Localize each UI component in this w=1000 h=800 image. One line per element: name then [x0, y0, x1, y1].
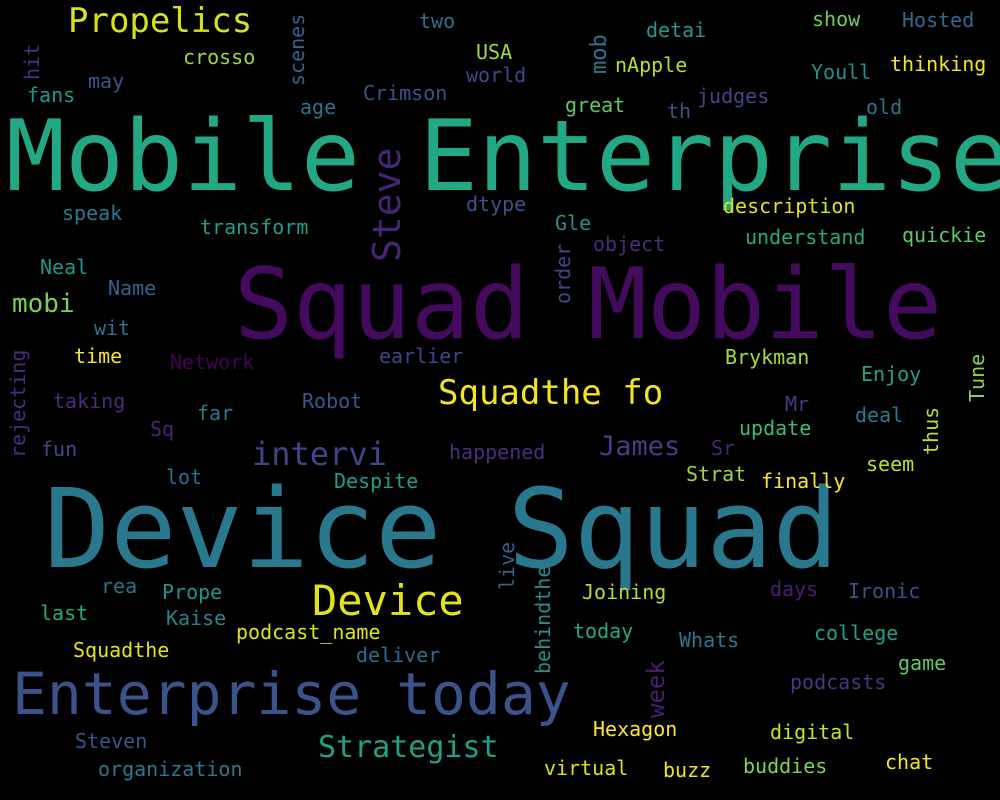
word-neal: Neal	[40, 255, 89, 279]
word-th: th	[667, 99, 692, 123]
word-great: great	[565, 93, 626, 117]
word-propelics: Propelics	[68, 1, 253, 41]
word-deliver: deliver	[356, 643, 441, 667]
word-taking: taking	[53, 389, 126, 413]
word-description: description	[723, 194, 856, 218]
word-james: James	[599, 431, 681, 462]
word-napple: nApple	[615, 53, 688, 77]
word-last: last	[40, 601, 89, 625]
word-order: order	[551, 243, 575, 304]
word-game: game	[898, 651, 947, 675]
word-happened: happened	[449, 440, 546, 464]
word-update: update	[739, 416, 812, 440]
word-mob: mob	[587, 34, 612, 74]
word-hosted: Hosted	[902, 8, 975, 32]
word-thinking: thinking	[890, 52, 987, 76]
word-enjoy: Enjoy	[861, 362, 922, 386]
word-device-squad: Device Squad	[44, 465, 839, 593]
word-organization: organization	[98, 757, 243, 781]
word-prope: Prope	[162, 580, 223, 604]
word-deal: deal	[855, 403, 904, 427]
word-lot: lot	[166, 465, 203, 489]
word-thus: thus	[919, 406, 943, 455]
word-far: far	[197, 401, 234, 425]
word-usa: USA	[476, 40, 513, 64]
word-time: time	[74, 344, 123, 368]
word-name: Name	[108, 276, 157, 300]
word-steven: Steven	[75, 729, 148, 753]
word-speak: speak	[62, 201, 123, 225]
word-steve: Steve	[365, 147, 409, 262]
word-kaise: Kaise	[166, 606, 227, 630]
word-youll: Youll	[811, 60, 872, 84]
word-crimson: Crimson	[363, 81, 448, 105]
word-brykman: Brykman	[725, 345, 810, 369]
word-ironic: Ironic	[848, 579, 921, 603]
word-finally: finally	[761, 469, 846, 493]
word-chat: chat	[885, 750, 934, 774]
word-podcast-name: podcast_name	[236, 620, 381, 644]
word-dtype: dtype	[466, 192, 527, 216]
word-device: Device	[312, 576, 464, 625]
word-detai: detai	[646, 18, 707, 42]
word-today: today	[573, 619, 634, 643]
word-seem: seem	[866, 452, 915, 476]
word-buzz: buzz	[663, 758, 712, 782]
word-understand: understand	[745, 225, 866, 249]
word-network: Network	[170, 350, 255, 374]
word-wit: wit	[94, 316, 131, 340]
word-squad-mobile: Squad Mobile	[234, 248, 943, 362]
word-college: college	[814, 621, 899, 645]
word-transform: transform	[200, 215, 309, 239]
word-scenes: scenes	[285, 13, 309, 86]
word-joining: Joining	[582, 580, 667, 604]
word-crosso: crosso	[183, 45, 256, 69]
word-squadthe-fo: Squadthe fo	[438, 373, 664, 413]
word-buddies: buddies	[743, 754, 828, 778]
word-live: live	[495, 541, 519, 590]
word-rejecting: rejecting	[6, 349, 30, 458]
word-mobi: mobi	[12, 289, 75, 319]
word-virtual: virtual	[544, 756, 629, 780]
word-age: age	[300, 95, 337, 119]
word-robot: Robot	[302, 389, 363, 413]
word-days: days	[770, 577, 819, 601]
word-whats: Whats	[679, 628, 740, 652]
word-world: world	[466, 63, 527, 87]
word-judges: judges	[697, 84, 770, 108]
word-show: show	[812, 7, 861, 31]
word-intervi: intervi	[252, 435, 387, 473]
word-earlier: earlier	[379, 344, 464, 368]
word-week: week	[642, 660, 670, 718]
word-mr: Mr	[785, 392, 810, 416]
word-digital: digital	[770, 720, 855, 744]
word-old: old	[866, 95, 903, 119]
word-gle: Gle	[555, 211, 592, 235]
word-object: object	[593, 232, 666, 256]
word-sq: Sq	[150, 417, 175, 441]
word-podcasts: podcasts	[790, 670, 887, 694]
word-fun: fun	[41, 437, 78, 461]
word-strategist: Strategist	[318, 730, 499, 765]
word-mobile-enterprise: Mobile Enterprise	[6, 100, 1000, 214]
word-despite: Despite	[334, 469, 419, 493]
word-two: two	[419, 9, 456, 33]
word-hexagon: Hexagon	[593, 717, 678, 741]
word-squadthe: Squadthe	[73, 638, 170, 662]
word-hit: hit	[20, 43, 44, 80]
word-strat: Strat	[686, 462, 747, 486]
word-enterprise-today: Enterprise today	[12, 660, 571, 728]
word-quickie: quickie	[902, 223, 987, 247]
word-behindthe: behindthe	[531, 565, 555, 674]
word-rea: rea	[101, 574, 138, 598]
word-fans: fans	[27, 83, 76, 107]
word-sr: Sr	[711, 436, 736, 460]
word-may: may	[88, 69, 125, 93]
word-tune: Tune	[965, 353, 989, 402]
